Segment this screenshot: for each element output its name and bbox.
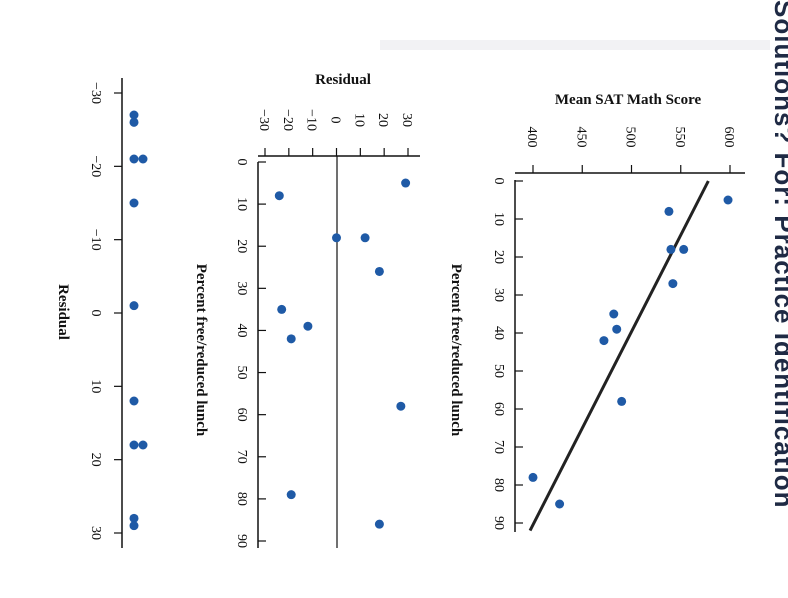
sat-y-tick-label: 550 <box>672 127 687 148</box>
dotplot-point <box>129 440 139 450</box>
sat-data-point <box>528 472 538 482</box>
residual-y-tick-label: 0 <box>328 117 343 124</box>
dotplot-tick-label: −30 <box>88 82 103 104</box>
dotplot-point <box>138 440 148 450</box>
sat-data-point <box>612 324 622 334</box>
dotplot-point <box>138 154 148 164</box>
residual-data-point <box>286 490 296 500</box>
header-band <box>380 40 770 50</box>
residual-data-point <box>401 178 411 188</box>
sat-data-point <box>723 195 733 205</box>
dotplot-tick-label: 0 <box>88 310 103 317</box>
residual-data-point <box>332 233 341 243</box>
residual-y-axis-title: Residual <box>315 72 371 88</box>
residual-x-tick-label: 40 <box>234 323 249 337</box>
residual-x-tick-label: 50 <box>234 366 249 380</box>
residual-y-tick-label: 10 <box>351 113 366 127</box>
sat-data-point <box>668 279 678 289</box>
residual-x-tick-label: 30 <box>234 281 249 295</box>
sat-scatter-plot: Mean SAT Math Score 400 450 500 550 600 0 10 2… <box>448 92 745 532</box>
sat-x-tick-label: 10 <box>491 212 506 226</box>
residual-y-tick-label: 30 <box>399 113 414 127</box>
sat-x-tick-label: 0 <box>491 178 506 185</box>
sat-x-tick-label: 20 <box>491 250 506 264</box>
residual-data-point <box>374 266 384 276</box>
dotplot-axis-title: Residual <box>55 284 71 340</box>
sat-y-tick-label: 450 <box>573 127 588 148</box>
sat-data-point <box>679 244 689 254</box>
residual-data-point <box>303 321 313 331</box>
dotplot-tick-label: 30 <box>88 526 103 540</box>
sat-data-point <box>666 244 676 254</box>
residual-data-point <box>277 304 287 314</box>
sat-x-tick-label: 90 <box>491 516 506 530</box>
sat-y-tick-label: 400 <box>524 127 539 148</box>
residual-x-tick-label: 80 <box>234 492 249 506</box>
sat-x-tick-label: 70 <box>491 440 506 454</box>
sat-data-point <box>617 396 627 406</box>
residual-scatter-plot: Residual −30 −20 −10 0 10 20 30 0 10 20 30 40 50 60 7… <box>193 72 420 548</box>
dotplot-point <box>129 513 139 523</box>
sat-x-tick-label: 30 <box>491 288 506 302</box>
dotplot-point <box>129 521 139 531</box>
sat-x-tick-label: 40 <box>491 326 506 340</box>
sat-x-tick-label: 60 <box>491 402 506 416</box>
dotplot-point <box>129 117 139 127</box>
residual-data-point <box>374 519 384 529</box>
sat-data-point <box>609 309 619 319</box>
sat-x-axis-title: Percent free/reduced lunch <box>448 264 464 437</box>
residual-dotplot: −30 −20 −10 0 10 20 30 Residual <box>55 78 148 548</box>
sat-data-point <box>599 336 609 346</box>
sat-y-tick-label: 600 <box>721 127 736 148</box>
dotplot-tick-label: 10 <box>88 379 103 393</box>
dotplot-tick-label: −10 <box>88 229 103 251</box>
residual-y-tick-label: −20 <box>280 109 295 131</box>
side-caption-text: Solutions? For: Practice Identification <box>769 0 788 509</box>
dotplot-point <box>129 396 139 406</box>
sat-x-tick-label: 50 <box>491 364 506 378</box>
sat-data-point <box>555 499 565 509</box>
residual-x-tick-label: 20 <box>234 239 249 253</box>
residual-data-point <box>396 401 406 411</box>
dotplot-tick-label: −20 <box>88 155 103 177</box>
residual-data-point <box>360 233 370 243</box>
dotplot-point <box>129 301 139 311</box>
sat-data-point <box>664 206 674 216</box>
residual-y-tick-label: −30 <box>256 109 271 131</box>
dotplot-point <box>129 110 139 120</box>
residual-y-tick-label: −10 <box>304 109 319 131</box>
sat-x-tick-label: 80 <box>491 478 506 492</box>
residual-x-tick-label: 0 <box>234 159 249 166</box>
residual-x-tick-label: 90 <box>234 534 249 548</box>
sat-y-axis-title: Mean SAT Math Score <box>555 92 702 108</box>
residual-data-point <box>274 191 284 201</box>
sat-y-tick-label: 500 <box>623 127 638 148</box>
dotplot-point <box>129 154 139 164</box>
dotplot-tick-label: 20 <box>88 453 103 467</box>
residual-x-axis-title: Percent free/reduced lunch <box>193 264 209 437</box>
residual-x-tick-label: 60 <box>234 408 249 422</box>
residual-x-tick-label: 10 <box>234 197 249 211</box>
regression-line <box>528 180 710 532</box>
dotplot-point <box>129 198 139 208</box>
residual-x-tick-label: 70 <box>234 450 249 464</box>
residual-data-point <box>286 334 296 344</box>
residual-y-tick-label: 20 <box>375 113 390 127</box>
side-caption: Solutions? For: Practice Identification <box>768 0 788 598</box>
